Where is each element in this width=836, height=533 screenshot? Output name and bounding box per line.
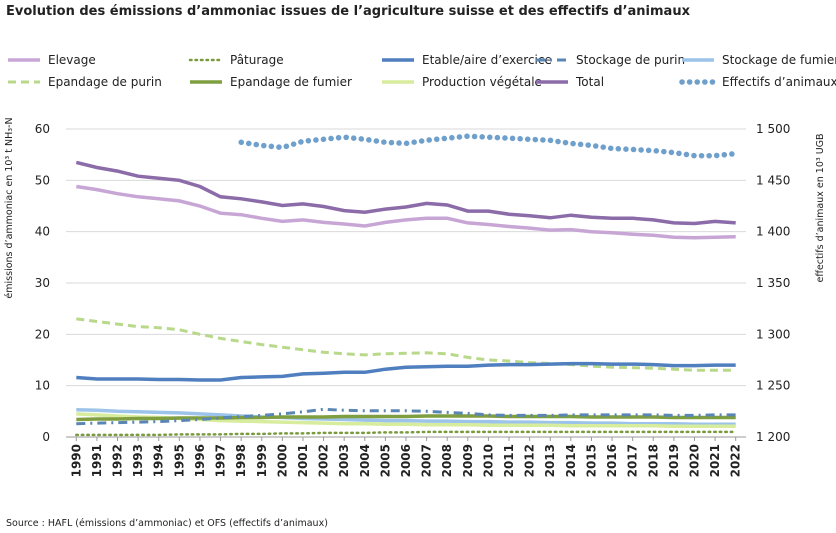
legend-label: Stockage de fumier (722, 53, 836, 67)
series-pa-turage-line (75, 430, 737, 437)
y-tick-label: 20 (35, 327, 50, 341)
legend-item: Pâturage (188, 53, 284, 67)
x-tick-label: 2006 (399, 444, 413, 477)
x-tick-label: 1990 (69, 444, 83, 477)
x-tick-label: 2022 (729, 444, 743, 477)
x-tick-label: 2000 (275, 444, 289, 477)
series-total-line (75, 160, 736, 226)
legend-label: Effectifs d’animaux (722, 75, 836, 89)
y2-tick-label: 1 400 (756, 225, 790, 239)
x-tick-label: 2013 (543, 444, 557, 477)
legend-label: Total (575, 75, 604, 89)
legend-label: Stockage de purin (576, 53, 685, 67)
y2-tick-label: 1 450 (756, 173, 790, 187)
legend: Elevage Pâturage Etable/aire d’exercice Sto… (8, 53, 836, 89)
left-axis-ticks: 0 10 20 30 40 50 60 (35, 122, 50, 444)
legend-item: Production végétale (382, 75, 542, 89)
x-tick-label: 1996 (193, 444, 207, 477)
x-tick-label: 2021 (708, 444, 722, 477)
x-tick-label: 2018 (646, 444, 660, 477)
source-note: Source : HAFL (émissions d’ammoniac) et … (6, 518, 328, 529)
series-epandage-de-fumier-line (76, 414, 736, 422)
x-tick-label: 2007 (420, 444, 434, 477)
y2-tick-label: 1 500 (756, 122, 790, 136)
left-axis-label: émissions d’ammoniac en 10³ t NH₃-N (4, 117, 15, 298)
legend-item: Stockage de fumier (682, 53, 836, 67)
series-stockage-de-purin-line (76, 407, 736, 426)
series-epandage-de-purin-line (76, 317, 736, 372)
x-tick-label: 2010 (481, 444, 495, 477)
series-etable-aire-d-exercice-line (76, 361, 736, 382)
x-tick-label: 2019 (667, 444, 681, 477)
x-tick-label: 2009 (461, 444, 475, 477)
x-tick-label: 2016 (605, 444, 619, 477)
legend-label: Epandage de fumier (230, 75, 352, 89)
x-tick-label: 2012 (523, 444, 537, 477)
x-tick-label: 2017 (626, 444, 640, 477)
x-tick-label: 1995 (172, 444, 186, 477)
x-axis-ticks: 1990 1991 1992 1993 1994 1995 1996 1997 1998 1999… (69, 437, 743, 477)
legend-label: Etable/aire d’exercice (422, 53, 552, 67)
x-tick-label: 2004 (358, 444, 372, 477)
legend-label: Elevage (48, 53, 96, 67)
x-tick-label: 2005 (378, 444, 392, 477)
x-tick-label: 1999 (255, 444, 269, 477)
series-stockage-de-fumier-line (76, 408, 736, 426)
x-tick-label: 1992 (111, 444, 125, 477)
x-tick-label: 2014 (564, 444, 578, 477)
y-tick-label: 30 (35, 276, 50, 290)
legend-item: Total (536, 75, 604, 89)
series-effectifs-d-animaux-line (238, 133, 739, 159)
x-tick-label: 2020 (687, 444, 701, 477)
y-tick-label: 50 (35, 173, 50, 187)
grid-lines (66, 128, 746, 438)
series-elevage-line (76, 184, 736, 240)
legend-label: Epandage de purin (48, 75, 162, 89)
x-tick-label: 2002 (317, 444, 331, 477)
y-tick-label: 40 (35, 225, 50, 239)
y-tick-label: 10 (35, 379, 50, 393)
x-tick-label: 1991 (90, 444, 104, 477)
right-axis-ticks: 1 200 1 250 1 300 1 350 1 400 1 450 1 500 (756, 122, 790, 444)
y2-tick-label: 1 200 (756, 430, 790, 444)
x-tick-label: 1997 (214, 444, 228, 477)
legend-label: Pâturage (230, 53, 284, 67)
legend-item: Epandage de purin (8, 75, 162, 89)
legend-label: Production végétale (422, 75, 542, 89)
y-tick-label: 60 (35, 122, 50, 136)
x-tick-label: 1994 (152, 444, 166, 477)
y2-tick-label: 1 350 (756, 276, 790, 290)
legend-item: Stockage de purin (536, 53, 685, 67)
y-tick-label: 0 (42, 430, 50, 444)
legend-item: Effectifs d’animaux (679, 75, 836, 89)
y2-tick-label: 1 250 (756, 379, 790, 393)
x-tick-label: 2011 (502, 444, 516, 477)
x-tick-label: 2015 (584, 444, 598, 477)
right-axis-label: effectifs d’animaux en 10³ UGB (815, 133, 826, 282)
x-tick-label: 1998 (234, 444, 248, 477)
x-tick-label: 2008 (440, 444, 454, 477)
x-tick-label: 1993 (131, 444, 145, 477)
chart-title: Evolution des émissions d’ammoniac issue… (6, 4, 690, 19)
legend-item: Elevage (8, 53, 96, 67)
legend-item: Etable/aire d’exercice (382, 53, 552, 67)
series-layer (75, 133, 739, 437)
legend-item: Epandage de fumier (190, 75, 352, 89)
x-tick-label: 2001 (296, 444, 310, 477)
x-tick-label: 2003 (337, 444, 351, 477)
y2-tick-label: 1 300 (756, 327, 790, 341)
